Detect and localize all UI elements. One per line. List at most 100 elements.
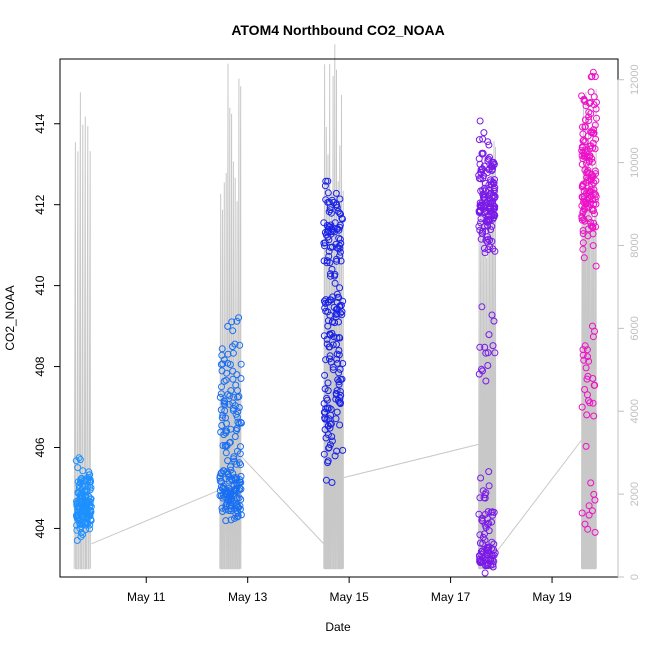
data-point — [334, 293, 342, 301]
data-point — [589, 172, 597, 180]
data-point — [579, 239, 587, 247]
data-point — [586, 99, 594, 107]
data-point — [590, 101, 598, 109]
data-point — [488, 222, 496, 230]
data-point — [477, 219, 484, 227]
data-point — [490, 540, 498, 548]
data-point — [475, 136, 483, 144]
chart-title: ATOM4 Northbound CO2_NOAA — [231, 22, 444, 38]
data-point — [481, 491, 489, 498]
data-point — [324, 189, 332, 197]
data-point — [237, 418, 245, 426]
data-point — [327, 411, 335, 419]
data-point — [476, 117, 484, 125]
data-point — [579, 351, 587, 359]
data-point — [336, 365, 344, 373]
data-point — [582, 442, 590, 450]
data-point — [324, 387, 332, 395]
y-tick-label: 408 — [33, 356, 47, 376]
data-point — [323, 416, 331, 423]
data-point — [225, 473, 233, 481]
data-point — [336, 284, 344, 292]
data-point — [337, 210, 344, 218]
data-point — [590, 200, 598, 208]
x-axis: May 11 May 13 May 15 May 17 May 19 — [127, 576, 572, 604]
data-point — [234, 418, 242, 426]
data-point — [589, 242, 597, 250]
data-point — [220, 356, 228, 364]
data-point — [481, 249, 489, 257]
data-point — [320, 450, 328, 458]
data-point — [485, 556, 493, 563]
data-point — [486, 204, 494, 212]
data-point — [583, 411, 591, 419]
data-point — [235, 404, 243, 411]
data-point — [490, 192, 498, 199]
data-point — [587, 479, 595, 487]
data-point — [321, 239, 329, 247]
data-point — [333, 334, 341, 342]
data-point — [224, 322, 232, 330]
data-point — [326, 355, 333, 363]
data-point — [218, 383, 225, 391]
data-point — [218, 367, 226, 375]
data-point — [322, 405, 330, 413]
x-axis-label: Date — [325, 620, 351, 634]
data-point — [229, 367, 237, 375]
data-point — [327, 270, 334, 278]
data-point — [489, 563, 497, 571]
data-point — [586, 188, 594, 195]
data-point — [490, 551, 498, 559]
data-point — [234, 387, 241, 394]
y-tick-label: 406 — [33, 437, 47, 457]
data-point — [338, 214, 346, 222]
y2-tick-label: 6000 — [629, 316, 641, 340]
data-point — [476, 557, 484, 565]
data-point — [330, 303, 338, 311]
data-point — [585, 502, 593, 510]
y2-tick-label: 2000 — [629, 482, 641, 506]
data-point — [326, 331, 334, 339]
altitude-profile-2 — [323, 44, 344, 570]
data-point — [485, 166, 493, 174]
data-point — [486, 236, 494, 244]
data-point — [481, 530, 488, 538]
data-point — [327, 296, 335, 304]
data-point — [336, 195, 344, 203]
x-tick-label: May 17 — [431, 590, 471, 604]
data-point — [488, 544, 496, 552]
data-point — [484, 235, 492, 243]
data-point — [329, 341, 337, 349]
data-point — [326, 352, 334, 360]
data-point — [333, 408, 341, 416]
data-point — [476, 160, 484, 168]
data-point — [75, 481, 83, 489]
data-point — [485, 141, 493, 149]
altitude-transit-2 — [343, 443, 479, 479]
data-point — [587, 73, 595, 81]
data-point — [590, 490, 598, 498]
altitude-trace — [73, 44, 597, 570]
data-point — [83, 513, 91, 520]
data-point — [476, 343, 484, 351]
data-point — [331, 270, 339, 278]
data-point — [335, 226, 343, 234]
data-point — [488, 212, 496, 220]
data-point — [591, 121, 599, 129]
data-point — [227, 387, 235, 395]
data-point — [336, 303, 343, 311]
altitude-transit-3 — [495, 439, 582, 553]
data-point — [333, 255, 341, 263]
data-point — [336, 421, 344, 429]
data-point — [475, 209, 483, 216]
data-point — [218, 485, 226, 492]
data-point — [487, 508, 495, 516]
data-point — [585, 397, 592, 405]
data-point — [322, 177, 330, 185]
data-point — [579, 130, 587, 138]
data-point — [481, 194, 489, 202]
data-point — [489, 159, 497, 167]
data-point — [223, 420, 230, 427]
data-point — [324, 459, 332, 467]
